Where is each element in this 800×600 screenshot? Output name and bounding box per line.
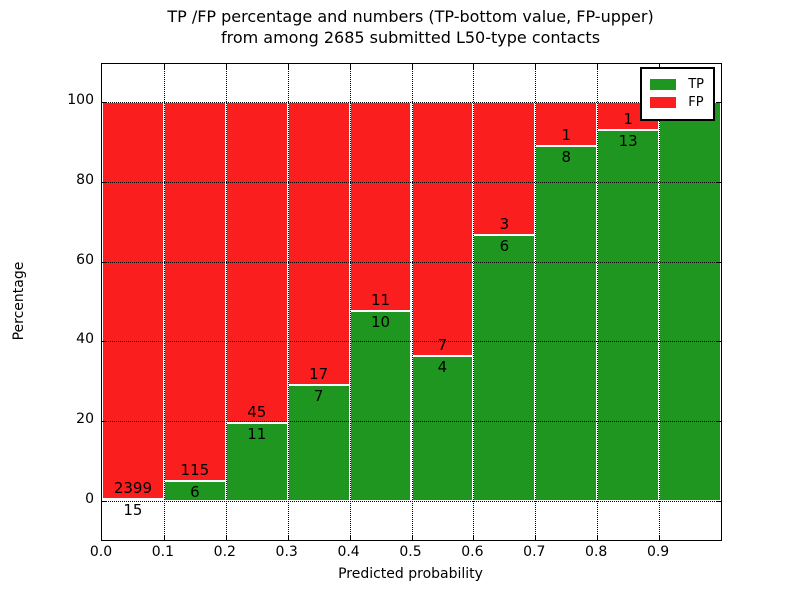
tp-count-label-0.3-0.4: 7 (313, 386, 324, 405)
y-tick-label-80: 80 (76, 171, 94, 188)
bar-segment-tp-0.5-0.6 (411, 355, 474, 501)
legend-entry-tp: TP (650, 77, 704, 92)
x-tick-top-0.8 (597, 64, 599, 69)
fp-count-label-0.2-0.3: 45 (247, 402, 267, 421)
bar-segment-tp-0.6-0.7 (473, 234, 536, 501)
x-tick-label-0.1: 0.1 (151, 544, 175, 560)
x-tick-bottom-0.5 (411, 535, 413, 540)
v-gridline-0.9 (659, 64, 661, 540)
tp-count-label-0.7-0.8: 8 (561, 148, 572, 167)
x-tick-label-0.3: 0.3 (275, 544, 298, 560)
y-tick-left-40 (102, 341, 107, 343)
x-tick-top-0.6 (473, 64, 475, 69)
y-tick-label-20: 20 (76, 411, 94, 428)
tp-count-label-0.1-0.2: 6 (190, 483, 200, 502)
bar-segment-fp-0.1-0.2 (163, 102, 226, 482)
y-tick-left-80 (102, 181, 107, 183)
bar-segment-fp-0.0-0.1 (102, 102, 164, 499)
v-gridline-0.6 (473, 64, 475, 540)
y-tick-right-60 (716, 261, 721, 263)
fp-count-label-0.6-0.7: 3 (499, 214, 510, 233)
fp-count-label-0.8-0.9: 1 (623, 110, 633, 129)
fp-count-label-0.3-0.4: 17 (309, 364, 329, 383)
tp-count-label-0.6-0.7: 6 (499, 236, 510, 255)
y-tick-label-0: 0 (85, 491, 94, 507)
v-gridline-0.2 (225, 64, 227, 540)
bar-segment-tp-0.4-0.5 (349, 310, 412, 501)
fp-count-label-0.7-0.8: 1 (561, 126, 572, 145)
x-tick-bottom-0.6 (473, 535, 475, 540)
plot-area: 23991511564511177111074361811306 TP FP (101, 63, 722, 541)
y-tick-left-0 (102, 501, 107, 502)
y-axis-label: Percentage (11, 261, 27, 341)
y-tick-right-40 (716, 341, 721, 343)
x-tick-label-0.4: 0.4 (337, 544, 360, 560)
y-tick-left-100 (102, 102, 107, 103)
x-tick-label-0.2: 0.2 (213, 544, 236, 560)
x-tick-top-0.9 (659, 64, 661, 69)
y-tick-right-20 (716, 421, 721, 423)
fp-count-label-0.1-0.2: 115 (180, 461, 210, 480)
bar-segment-tp-0.9-1.0 (659, 102, 721, 501)
x-tick-bottom-0.1 (163, 535, 165, 540)
tp-count-label-0.5-0.6: 4 (437, 357, 448, 376)
y-tick-right-80 (716, 181, 721, 183)
y-tick-label-100: 100 (67, 92, 94, 108)
tp-count-label-0.8-0.9: 13 (618, 132, 638, 151)
x-tick-label-0.5: 0.5 (399, 544, 422, 560)
fp-count-label-0.4-0.5: 11 (371, 290, 391, 309)
legend-entry-fp: FP (650, 95, 704, 110)
chart-title-line2: from among 2685 submitted L50-type conta… (220, 28, 601, 47)
bar-segment-tp-0.7-0.8 (535, 146, 598, 501)
v-gridline-0.4 (349, 64, 351, 540)
x-tick-label-0.7: 0.7 (523, 544, 546, 560)
legend-label-tp: TP (688, 77, 704, 92)
y-tick-label-60: 60 (76, 251, 94, 268)
x-tick-bottom-0.9 (659, 535, 661, 540)
chart-title-line1: TP /FP percentage and numbers (TP-bottom… (167, 7, 654, 26)
x-tick-bottom-0.4 (349, 535, 351, 540)
y-tick-label-40: 40 (76, 331, 94, 348)
chart-title: TP /FP percentage and numbers (TP-bottom… (101, 6, 720, 48)
x-tick-top-0.3 (287, 64, 289, 69)
fp-count-label-0.5-0.6: 7 (437, 335, 448, 354)
x-tick-top-0.4 (349, 64, 351, 69)
x-tick-bottom-0.2 (225, 535, 227, 540)
v-gridline-0.1 (163, 64, 165, 540)
bar-segment-tp-0.2-0.3 (225, 422, 288, 501)
x-tick-bottom-0.8 (597, 535, 599, 540)
x-axis-label: Predicted probability (338, 566, 483, 582)
y-tick-left-20 (102, 421, 107, 423)
bar-segment-fp-0.4-0.5 (349, 102, 412, 311)
x-tick-label-0.0: 0.0 (89, 544, 113, 560)
x-tick-top-0.2 (225, 64, 227, 69)
v-gridline-0.3 (287, 64, 289, 540)
y-tick-right-100 (716, 102, 721, 103)
tp-count-label-0.2-0.3: 11 (247, 424, 267, 443)
x-tick-bottom-0.7 (535, 535, 537, 540)
bar-segment-fp-0.5-0.6 (411, 102, 474, 356)
x-tick-label-0.6: 0.6 (461, 544, 484, 560)
fp-swatch-icon (650, 97, 677, 108)
x-tick-top-0.5 (411, 64, 413, 69)
tp-count-label-0.4-0.5: 10 (371, 312, 391, 331)
y-tick-left-60 (102, 261, 107, 263)
y-tick-right-0 (716, 501, 721, 502)
v-gridline-0.7 (535, 64, 537, 540)
tp-swatch-icon (650, 79, 677, 90)
x-tick-label-0.8: 0.8 (585, 544, 608, 560)
bar-segment-tp-0.8-0.9 (597, 130, 660, 501)
v-gridline-0.5 (411, 64, 413, 540)
x-tick-top-0.1 (163, 64, 165, 69)
v-gridline-0.8 (597, 64, 599, 540)
fp-count-label-0.0-0.1: 2399 (113, 478, 153, 497)
x-tick-label-0.9: 0.9 (646, 544, 670, 560)
legend-label-fp: FP (688, 95, 704, 110)
tp-count-label-0.0-0.1: 15 (123, 500, 143, 519)
bar-segment-tp-0.0-0.1 (102, 498, 164, 501)
legend: TP FP (640, 67, 715, 121)
x-tick-bottom-0.3 (287, 535, 289, 540)
x-tick-top-0.7 (535, 64, 537, 69)
